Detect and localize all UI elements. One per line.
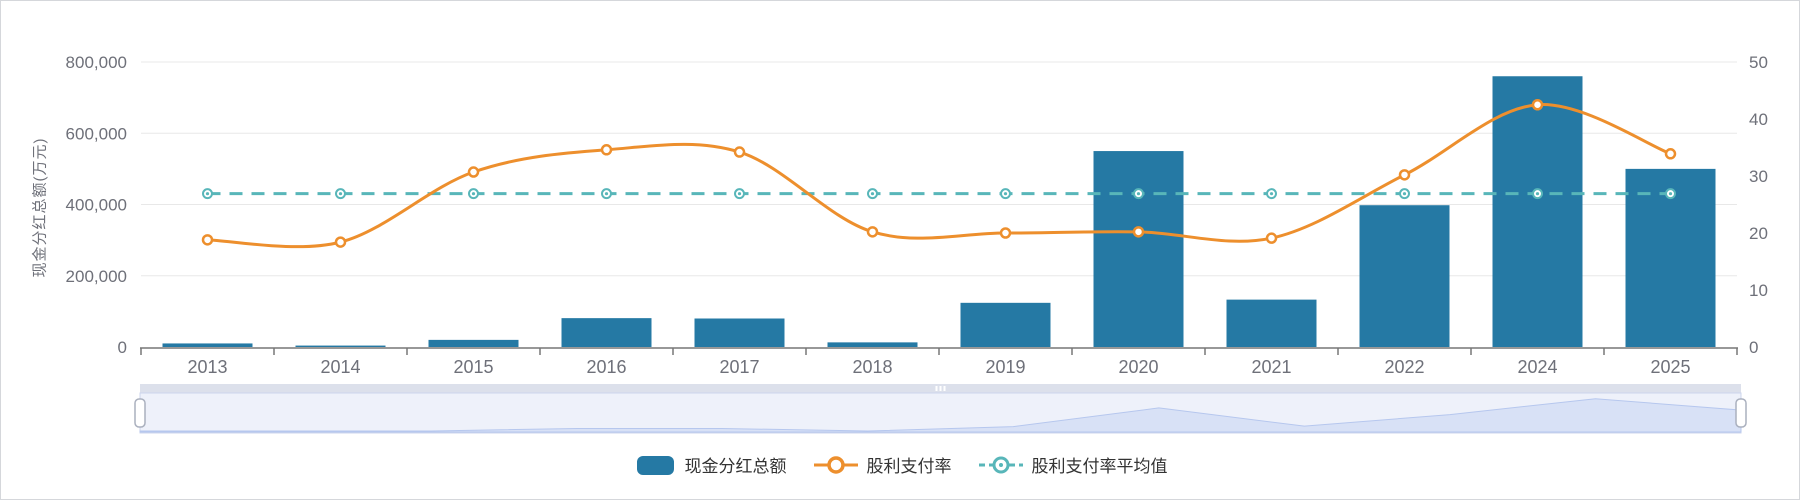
datazoom-left-handle[interactable] [134, 398, 146, 428]
bar-2017[interactable] [694, 318, 785, 348]
right-axis-tick-label: 30 [1749, 167, 1768, 186]
bar-2021[interactable] [1226, 299, 1317, 347]
x-axis-label-2024: 2024 [1517, 357, 1557, 377]
y-axis-title: 现金分红总额(万元) [31, 137, 49, 278]
left-axis-tick-label: 0 [118, 338, 127, 357]
payout-ratio-point-2017[interactable] [733, 146, 746, 158]
payout-ratio-point-2024[interactable] [1531, 99, 1544, 111]
payout-ratio-point-2018[interactable] [866, 226, 879, 238]
legend-item-payout-average[interactable]: 股利支付率平均值 [978, 452, 1168, 477]
average-point-dot [1535, 192, 1540, 196]
payout-ratio-point-2021[interactable] [1265, 232, 1278, 244]
left-axis-tick-label: 400,000 [66, 196, 127, 215]
payout-ratio-point-2014[interactable] [334, 236, 347, 248]
average-point-dot [1136, 192, 1141, 196]
datazoom-grip-icon [939, 386, 942, 391]
datazoom-right-handle[interactable] [1735, 398, 1747, 428]
x-axis-label-2015: 2015 [453, 357, 493, 377]
bar-2015[interactable] [428, 339, 519, 347]
average-point-dot [471, 192, 476, 196]
bar-2018[interactable] [827, 342, 918, 347]
payout-ratio-point-2013[interactable] [201, 234, 214, 246]
bar-2014[interactable] [295, 345, 386, 347]
right-axis-tick-label: 20 [1749, 224, 1768, 243]
bar-2016[interactable] [561, 318, 652, 347]
x-axis-label-2017: 2017 [719, 357, 759, 377]
x-axis-label-2020: 2020 [1118, 357, 1158, 377]
dashed-line-series-swatch-icon [978, 456, 1023, 473]
left-axis-tick-label: 600,000 [66, 124, 127, 143]
datazoom-grip-icon [943, 386, 946, 391]
x-axis-label-2018: 2018 [852, 357, 892, 377]
x-axis-label-2025: 2025 [1650, 357, 1690, 377]
datazoom-data-shadow [139, 398, 1742, 433]
line-series-swatch-icon [813, 455, 858, 474]
average-point-dot [205, 192, 210, 196]
bar-series-swatch-icon [636, 455, 674, 475]
average-point-dot [737, 192, 742, 196]
payout-ratio-point-2020[interactable] [1132, 226, 1145, 238]
average-point-dot [1269, 192, 1274, 196]
average-point-dot [604, 192, 609, 196]
datazoom-grip-icon [935, 386, 938, 391]
x-axis-label-2013: 2013 [187, 357, 227, 377]
payout-ratio-line [207, 103, 1672, 249]
payout-ratio-point-2016[interactable] [600, 144, 613, 156]
average-point-dot [1003, 192, 1008, 196]
legend-item-payout-ratio[interactable]: 股利支付率 [813, 452, 952, 477]
average-point-dot [338, 192, 343, 196]
x-axis-label-2014: 2014 [320, 357, 360, 377]
payout-ratio-point-2022[interactable] [1398, 169, 1411, 181]
left-axis-tick-label: 800,000 [66, 53, 127, 72]
bar-2013[interactable] [162, 343, 253, 347]
x-axis-label-2022: 2022 [1384, 357, 1424, 377]
legend-label-payout-average: 股利支付率平均值 [1031, 457, 1168, 476]
right-axis-tick-label: 50 [1749, 53, 1768, 72]
bar-2019[interactable] [960, 302, 1051, 347]
x-axis-label-2016: 2016 [586, 357, 626, 377]
payout-ratio-point-2015[interactable] [467, 166, 480, 178]
left-axis-tick-label: 200,000 [66, 267, 127, 286]
bar-2022[interactable] [1359, 205, 1450, 347]
average-point-dot [1402, 192, 1407, 196]
average-point-dot [1668, 192, 1673, 196]
legend-label-cash-dividend: 现金分红总额 [684, 457, 787, 476]
right-axis-tick-label: 40 [1749, 110, 1768, 129]
average-point-dot [870, 192, 875, 196]
payout-ratio-point-2025[interactable] [1664, 148, 1677, 160]
legend: 现金分红总额 股利支付率 股利支付率平均值 [1, 452, 1799, 477]
x-axis-label-2019: 2019 [985, 357, 1025, 377]
right-axis-tick-label: 0 [1749, 338, 1758, 357]
x-axis-label-2021: 2021 [1251, 357, 1291, 377]
legend-label-payout-ratio: 股利支付率 [866, 457, 952, 476]
legend-item-cash-dividend[interactable]: 现金分红总额 [633, 452, 787, 477]
right-axis-tick-label: 10 [1749, 281, 1768, 300]
bar-2024[interactable] [1492, 76, 1583, 347]
bar-2020[interactable] [1093, 151, 1184, 347]
payout-ratio-point-2019[interactable] [999, 227, 1012, 239]
